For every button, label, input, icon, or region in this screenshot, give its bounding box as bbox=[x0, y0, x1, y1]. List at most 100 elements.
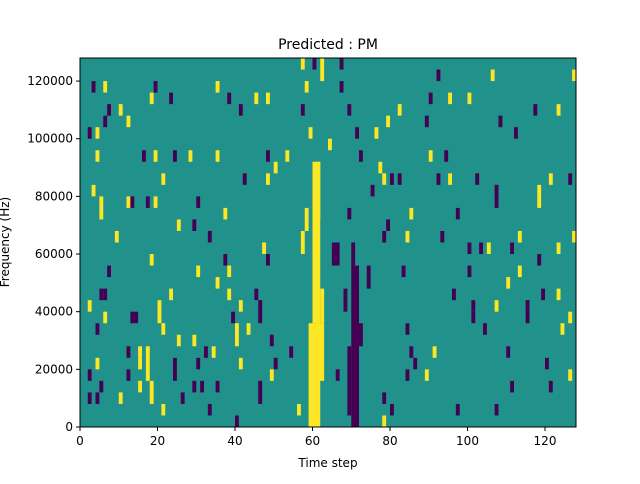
heatmap-cell-low bbox=[142, 150, 146, 162]
heatmap-cell-low bbox=[405, 369, 410, 381]
heatmap-cell-low bbox=[548, 380, 553, 393]
heatmap-cell-low bbox=[455, 207, 460, 220]
heatmap-cell-low bbox=[223, 254, 228, 266]
heatmap-cell-high bbox=[126, 115, 131, 128]
heatmap-cell-high bbox=[145, 346, 150, 381]
heatmap-cell-high bbox=[382, 415, 387, 427]
heatmap-cell-low bbox=[169, 92, 173, 105]
heatmap-cell-high bbox=[320, 58, 325, 82]
heatmap-cell-low bbox=[107, 104, 111, 116]
heatmap-cell-high bbox=[215, 277, 220, 289]
heatmap-cell-low bbox=[355, 127, 359, 139]
heatmap-cell-high bbox=[254, 92, 259, 105]
heatmap-cell-high bbox=[486, 242, 491, 255]
y-tick-label: 0 bbox=[65, 420, 73, 434]
x-tick-label: 20 bbox=[150, 434, 165, 448]
heatmap-cell-high bbox=[149, 380, 154, 404]
heatmap-cell-low bbox=[95, 323, 100, 335]
heatmap-cell-high bbox=[572, 69, 576, 82]
x-tick-label: 60 bbox=[305, 434, 320, 448]
heatmap-cell-low bbox=[99, 288, 104, 301]
heatmap-cell-low bbox=[153, 81, 158, 93]
heatmap-cell-high bbox=[153, 196, 158, 208]
heatmap-cell-high bbox=[572, 230, 576, 243]
heatmap-cell-high bbox=[176, 219, 181, 231]
heatmap-cell-low bbox=[467, 242, 472, 255]
heatmap-cell-low bbox=[238, 104, 243, 116]
heatmap-cell-high bbox=[227, 288, 232, 301]
heatmap-cell-high bbox=[266, 92, 270, 105]
heatmap-cell-low bbox=[366, 265, 371, 289]
heatmap-cell-high bbox=[246, 323, 251, 335]
heatmap-cell-low bbox=[87, 369, 92, 381]
heatmap-cell-low bbox=[207, 403, 212, 416]
heatmap-cell-low bbox=[405, 323, 410, 335]
heatmap-cell-high bbox=[153, 150, 158, 162]
axes-frame bbox=[79, 57, 577, 428]
heatmap-cell-high bbox=[157, 300, 162, 324]
heatmap-cell-high bbox=[517, 265, 522, 278]
heatmap-cell-high bbox=[382, 173, 387, 185]
heatmap-cell-low bbox=[242, 173, 247, 185]
heatmap-cell-low bbox=[428, 92, 433, 105]
heatmap-cell-high bbox=[297, 403, 301, 416]
heatmap-cell-low bbox=[196, 196, 201, 208]
heatmap-cell-low bbox=[382, 230, 387, 243]
heatmap-cell-low bbox=[413, 357, 418, 370]
heatmap-cell-high bbox=[149, 254, 154, 266]
x-axis-label: Time step bbox=[297, 456, 357, 470]
heatmap-cell-low bbox=[506, 346, 511, 358]
heatmap-cell-high bbox=[118, 104, 123, 116]
x-tick-label: 0 bbox=[76, 434, 84, 448]
heatmap-cell-high bbox=[238, 300, 243, 312]
heatmap-cell-low bbox=[440, 230, 445, 243]
heatmap-cell-low bbox=[235, 415, 239, 427]
chart-title: Predicted : PM bbox=[278, 37, 378, 53]
y-axis: 0 20000 40000 60000 80000 100000 120000 bbox=[27, 74, 80, 434]
heatmap-cell-high bbox=[304, 81, 309, 93]
heatmap-cell-low bbox=[351, 242, 356, 266]
heatmap-cell-low bbox=[537, 254, 542, 266]
heatmap-cell-low bbox=[103, 115, 108, 128]
heatmap-background bbox=[80, 58, 576, 427]
heatmap-cell-low bbox=[215, 380, 220, 393]
heatmap-cell-low bbox=[254, 288, 259, 301]
y-tick-label: 80000 bbox=[35, 189, 73, 203]
heatmap-cell-high bbox=[95, 150, 100, 162]
heatmap-cell-high bbox=[568, 369, 573, 381]
heatmap-cell-low bbox=[401, 265, 406, 278]
heatmap-cell-low bbox=[289, 346, 294, 358]
heatmap-cell-high bbox=[188, 150, 193, 162]
heatmap-cell-high bbox=[424, 369, 429, 381]
x-tick-label: 120 bbox=[534, 434, 557, 448]
heatmap-cell-low bbox=[386, 219, 390, 231]
heatmap-cell-low bbox=[471, 300, 476, 312]
heatmap-cell-low bbox=[200, 380, 204, 393]
heatmap-cell-low bbox=[436, 69, 441, 82]
heatmap-cell-high bbox=[103, 311, 108, 324]
heatmap-cell-low bbox=[87, 392, 92, 404]
heatmap-cell-low bbox=[103, 288, 108, 301]
heatmap-cell-low bbox=[339, 58, 344, 70]
y-tick-label: 40000 bbox=[35, 305, 73, 319]
heatmap-cell-low bbox=[91, 81, 96, 93]
heatmap-cell-high bbox=[169, 288, 173, 301]
heatmap-cell-low bbox=[347, 346, 352, 416]
heatmap-cell-low bbox=[347, 207, 352, 220]
y-tick-label: 60000 bbox=[35, 247, 73, 261]
x-tick-label: 100 bbox=[456, 434, 479, 448]
y-tick-label: 20000 bbox=[35, 362, 73, 376]
heatmap-cell-low bbox=[99, 380, 104, 393]
heatmap-cell-high bbox=[560, 323, 565, 335]
heatmap-cell-high bbox=[397, 104, 402, 116]
heatmap-cell-low bbox=[359, 150, 363, 162]
heatmap-cell-low bbox=[525, 300, 530, 312]
heatmap-cell-high bbox=[556, 242, 561, 255]
heatmap-cell-high bbox=[300, 230, 305, 255]
heatmap-cell-low bbox=[339, 81, 344, 93]
heatmap-cell-low bbox=[173, 150, 177, 162]
heatmap-cell-low bbox=[126, 346, 131, 358]
x-tick-label: 80 bbox=[382, 434, 397, 448]
heatmap-cell-low bbox=[424, 115, 429, 128]
